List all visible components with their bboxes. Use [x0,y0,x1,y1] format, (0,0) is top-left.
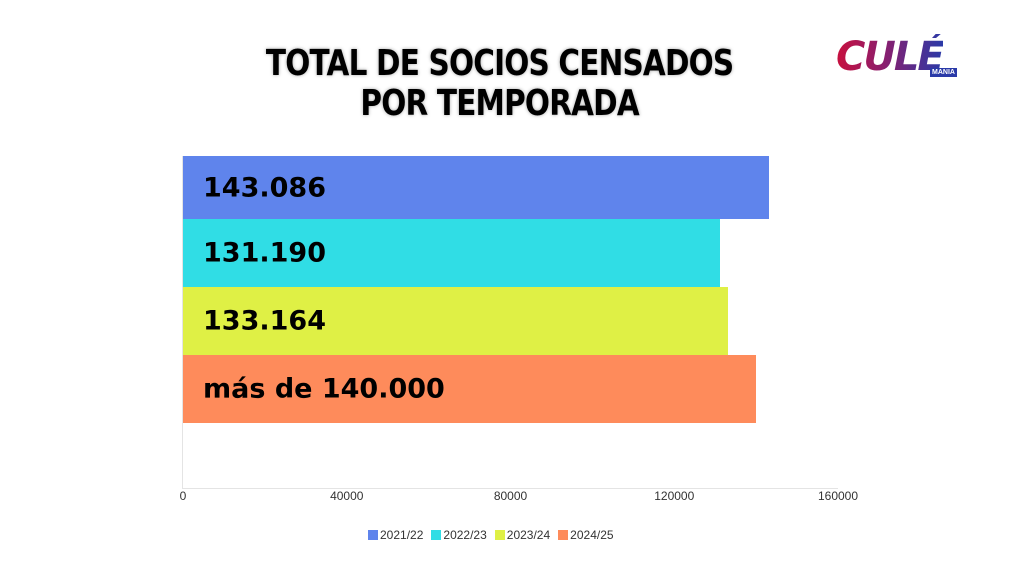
bar-2023-24[interactable]: 133.164 [183,287,729,355]
x-tick-label: 160000 [817,489,859,503]
x-axis-line [183,488,838,489]
legend-label: 2021/22 [380,528,424,542]
chart-title: TOTAL DE SOCIOS CENSADOS POR TEMPORADA [90,44,910,124]
legend-swatch-icon [368,530,378,540]
brand-logo: CULÉ MANIA [836,34,976,86]
legend-label: 2024/25 [570,528,614,542]
plot-area: 143.086 131.190 133.164 más de 140.000 [183,156,838,489]
bar-value-label: 143.086 [203,172,326,203]
bar-2024-25[interactable]: más de 140.000 [183,355,757,423]
legend-item[interactable]: 2021/22 [368,528,423,542]
x-tick-label: 40000 [330,489,364,503]
chart-title-line1: TOTAL DE SOCIOS CENSADOS [265,43,734,84]
logo-subtext: MANIA [930,68,957,77]
legend-swatch-icon [494,530,505,540]
bar-value-label: 131.190 [203,237,326,269]
chart-legend: 2021/22 2022/23 2023/24 2024/25 [368,528,614,542]
legend-item[interactable]: 2022/23 [431,528,487,542]
bar-value-label: más de 140.000 [203,373,445,405]
bar-2021-22[interactable]: 143.086 [183,156,769,219]
x-tick-label: 120000 [654,489,695,503]
legend-swatch-icon [558,530,569,540]
legend-swatch-icon [431,530,442,540]
legend-label: 2023/24 [506,528,551,542]
legend-item[interactable]: 2023/24 [494,528,551,542]
legend-item[interactable]: 2024/25 [558,528,614,542]
y-axis-line [182,156,183,489]
logo-text: CULÉ [836,34,945,80]
bar-value-label: 133.164 [203,305,326,337]
bar-2022-23[interactable]: 131.190 [183,219,721,287]
x-tick-label: 0 [179,489,187,503]
x-tick-label: 80000 [493,489,528,503]
chart-title-line2: POR TEMPORADA [360,83,639,124]
legend-label: 2022/23 [443,528,487,542]
